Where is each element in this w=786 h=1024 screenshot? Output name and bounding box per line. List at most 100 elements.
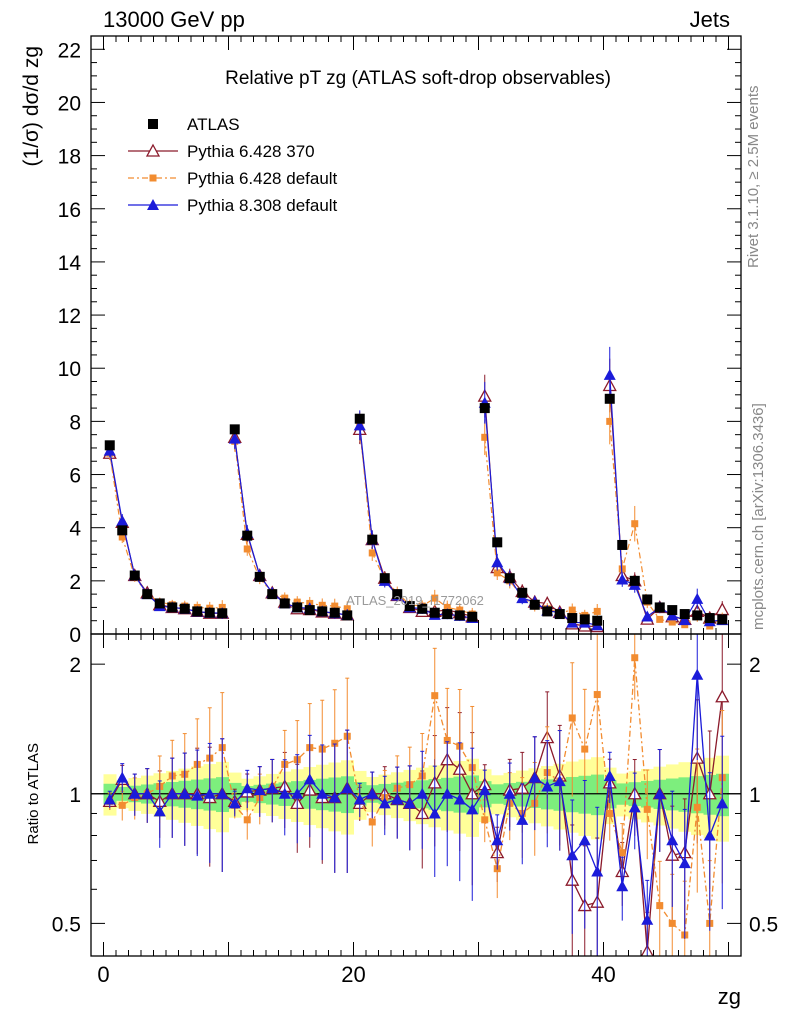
atlas-data-point bbox=[192, 606, 203, 617]
legend-label: Pythia 6.428 default bbox=[187, 169, 338, 188]
ratio-panel-content bbox=[91, 634, 741, 956]
series-line bbox=[359, 429, 473, 618]
ratio-point bbox=[391, 793, 404, 805]
ratio-point bbox=[716, 797, 729, 809]
atlas-data-point bbox=[279, 598, 290, 609]
ratio-point bbox=[653, 787, 666, 799]
ratio-point bbox=[618, 849, 626, 857]
ratio-point bbox=[216, 787, 229, 799]
ratio-point bbox=[668, 919, 676, 927]
series-line bbox=[359, 425, 473, 619]
ratio-point bbox=[278, 787, 291, 799]
atlas-data-point bbox=[517, 587, 528, 598]
atlas-data-point bbox=[304, 605, 315, 616]
data-point bbox=[568, 606, 576, 614]
atlas-data-point bbox=[492, 537, 503, 548]
atlas-data-point bbox=[579, 614, 590, 625]
ratio-point bbox=[628, 801, 641, 813]
ratio-y-tick-label: 1 bbox=[69, 784, 81, 807]
ratio-point bbox=[491, 834, 504, 846]
data-point bbox=[678, 614, 691, 626]
ratio-point bbox=[178, 787, 191, 799]
y-tick-label: 22 bbox=[58, 39, 81, 62]
data-point bbox=[618, 565, 626, 573]
legend-label: Pythia 8.308 default bbox=[187, 196, 338, 215]
atlas-data-point bbox=[342, 610, 353, 621]
atlas-data-point bbox=[367, 534, 378, 545]
ratio-point bbox=[166, 787, 179, 799]
header-left: 13000 GeV pp bbox=[103, 7, 245, 32]
atlas-data-point bbox=[329, 607, 340, 618]
y-tick-label: 8 bbox=[69, 411, 81, 434]
ratio-point bbox=[378, 797, 391, 809]
legend-label: Pythia 6.428 370 bbox=[187, 142, 315, 161]
ratio-point bbox=[331, 739, 339, 747]
data-point bbox=[118, 533, 126, 541]
atlas-data-point bbox=[542, 606, 553, 617]
atlas-data-point bbox=[704, 613, 715, 624]
data-point bbox=[481, 433, 489, 441]
ratio-point bbox=[693, 803, 701, 811]
ratio-point bbox=[116, 771, 129, 783]
x-axis-label: zg bbox=[718, 984, 741, 1009]
atlas-data-point bbox=[379, 573, 390, 584]
atlas-data-point bbox=[679, 609, 690, 620]
x-tick-label: 40 bbox=[591, 962, 615, 987]
y-tick-label: 16 bbox=[58, 199, 81, 222]
series-line bbox=[484, 437, 598, 617]
atlas-data-point bbox=[617, 539, 628, 550]
ratio-y-tick-label: 0.5 bbox=[52, 913, 81, 936]
ratio-point bbox=[241, 782, 254, 794]
atlas-data-point bbox=[592, 615, 603, 626]
chart-title: Relative pT zg (ATLAS soft-drop observab… bbox=[225, 68, 611, 89]
data-point bbox=[493, 569, 501, 577]
ratio-point bbox=[568, 714, 576, 722]
ratio-point bbox=[541, 780, 554, 792]
ratio-point bbox=[428, 807, 441, 819]
ratio-point bbox=[656, 902, 664, 910]
data-point bbox=[443, 603, 451, 611]
ratio-point bbox=[416, 787, 429, 799]
ratio-point bbox=[431, 692, 439, 700]
atlas-data-point bbox=[667, 605, 678, 616]
atlas-data-point bbox=[642, 594, 653, 605]
ratio-point bbox=[553, 775, 566, 787]
atlas-data-point bbox=[179, 603, 190, 614]
atlas-data-point bbox=[692, 610, 703, 621]
ratio-point bbox=[528, 771, 541, 783]
atlas-data-point bbox=[479, 403, 490, 414]
y-tick-label: 14 bbox=[58, 252, 82, 275]
ratio-point bbox=[581, 745, 589, 753]
data-point bbox=[691, 592, 704, 604]
data-point bbox=[243, 545, 251, 553]
series-line bbox=[484, 402, 598, 626]
atlas-data-point bbox=[529, 599, 540, 610]
uncertainty-band-inner bbox=[591, 774, 604, 816]
atlas-data-point bbox=[204, 607, 215, 618]
ratio-y-tick-label-right: 2 bbox=[749, 654, 761, 677]
ratio-point bbox=[466, 803, 479, 815]
mcplots-label: mcplots.cern.ch [arXiv:1306.3436] bbox=[750, 403, 767, 630]
y-tick-label: 18 bbox=[58, 146, 81, 169]
ratio-point bbox=[203, 787, 216, 799]
data-point bbox=[353, 419, 366, 431]
atlas-data-point bbox=[392, 589, 403, 600]
series-line bbox=[609, 374, 723, 622]
series-line bbox=[234, 438, 348, 616]
y-tick-label: 6 bbox=[69, 465, 81, 488]
data-point bbox=[368, 549, 376, 557]
legend-label: ATLAS bbox=[187, 115, 240, 134]
atlas-data-point bbox=[292, 602, 303, 613]
y-tick-label: 10 bbox=[58, 358, 81, 381]
ratio-point bbox=[128, 787, 141, 799]
ratio-point bbox=[631, 654, 639, 662]
atlas-data-point bbox=[167, 602, 178, 613]
atlas-data-point bbox=[117, 525, 128, 536]
atlas-data-point bbox=[567, 613, 578, 624]
atlas-data-point bbox=[129, 570, 140, 581]
atlas-data-point bbox=[142, 589, 153, 600]
atlas-data-point bbox=[354, 413, 365, 424]
header-right: Jets bbox=[689, 7, 730, 32]
series-line bbox=[234, 441, 348, 610]
